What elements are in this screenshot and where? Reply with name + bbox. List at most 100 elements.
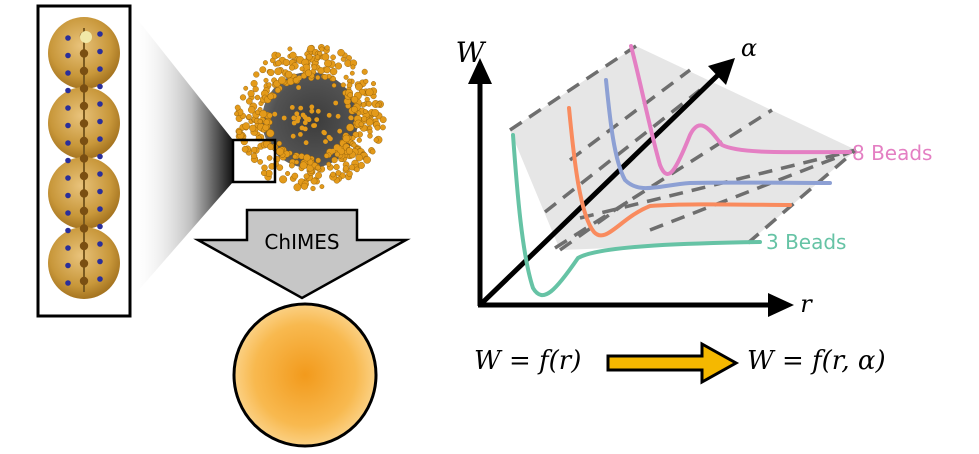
ligand-atom: [374, 124, 381, 131]
ligand-atom: [274, 87, 281, 94]
ligand-atom: [242, 122, 250, 130]
ligand-atom: [323, 139, 328, 145]
hydrogen-atom: [65, 70, 71, 76]
ligand-atom: [358, 121, 364, 127]
x-axis-label: r: [800, 290, 813, 318]
ligand-atom: [330, 148, 336, 154]
ligand-atom: [354, 166, 360, 173]
ligand-atom: [348, 115, 354, 121]
hydrogen-atom: [97, 153, 103, 160]
ligand-atom: [267, 143, 274, 151]
ligand-atom: [306, 116, 311, 122]
ligand-atom: [276, 164, 284, 171]
carbon-atom: [79, 206, 89, 216]
ligand-atom: [309, 108, 315, 114]
equation-right: W = f(r, α): [747, 346, 886, 376]
ligand-atom: [282, 59, 290, 67]
ligand-atom: [346, 82, 353, 89]
ligand-atom: [253, 71, 260, 78]
ligand-atom: [278, 76, 287, 85]
ligand-atom: [305, 53, 313, 61]
ligand-atom: [257, 107, 263, 112]
alpha-axis: [478, 73, 720, 307]
ligand-atom: [295, 118, 300, 124]
plot-axes: W r α: [456, 34, 814, 318]
potential-surface-plot: W r α 8 Beads 3 Beads: [456, 34, 933, 318]
hydrogen-atom: [65, 52, 71, 59]
ligand-atom: [236, 129, 243, 135]
ligand-atom: [365, 88, 374, 97]
ligand-shell-atoms: [234, 44, 387, 192]
ligand-atom: [333, 163, 340, 171]
ligand-atom: [326, 161, 332, 167]
ligand-atom: [285, 70, 293, 79]
ligand-atom: [291, 172, 299, 180]
ligand-atom: [247, 89, 255, 97]
ligand-atom: [292, 154, 298, 160]
ligand-atom: [234, 104, 241, 111]
carbon-atom: [79, 189, 89, 198]
hydrogen-atom: [97, 136, 103, 142]
ligand-atom: [289, 105, 295, 110]
ligand-atom: [367, 129, 373, 135]
ligand-atom: [274, 67, 283, 76]
hydrogen-atom: [97, 101, 103, 107]
ligand-atom: [294, 111, 300, 117]
hydrogen-atom: [97, 188, 103, 195]
ligand-atom: [266, 82, 272, 88]
ligand-atom: [266, 155, 273, 161]
ligand-atom: [259, 110, 268, 118]
hydrogen-atom: [65, 262, 71, 269]
ligand-atom: [266, 129, 275, 138]
ligand-atom: [241, 145, 249, 153]
ligand-atom: [309, 104, 315, 110]
ligand-atom: [289, 64, 296, 71]
ligand-atom: [322, 73, 329, 80]
ligand-atom: [263, 77, 269, 83]
carbon-atom: [79, 154, 89, 163]
chimes-label: ChIMES: [264, 230, 339, 254]
ligand-atom: [261, 164, 268, 172]
ligand-atom: [335, 170, 342, 176]
ligand-atom: [304, 69, 312, 77]
ligand-atom: [259, 66, 267, 74]
ligand-atom: [340, 82, 346, 88]
ligand-atom: [289, 51, 297, 59]
ligand-atom: [379, 124, 386, 131]
ligand-atom: [330, 171, 336, 178]
ligand-atom: [322, 130, 327, 136]
ligand-atom: [315, 108, 321, 114]
hydrogen-atom: [97, 48, 103, 55]
ligand-atom: [355, 153, 363, 162]
ligand-atom: [302, 126, 308, 132]
ligand-atom: [247, 106, 256, 114]
ligand-atom: [319, 184, 325, 190]
x-axis-arrowhead: [768, 293, 794, 317]
hydrogen-atom: [97, 258, 103, 265]
ligand-atom: [272, 111, 278, 117]
ligand-atom: [371, 109, 380, 117]
ligand-atom: [342, 165, 349, 172]
ligand-atom: [293, 183, 302, 192]
hydrogen-atom: [65, 35, 71, 41]
label-8-beads: 8 Beads: [852, 141, 932, 165]
hydrogen-atom: [97, 241, 103, 247]
ligand-atom: [261, 169, 268, 176]
ligand-atom: [275, 60, 282, 67]
alpha-axis-arrowhead: [708, 58, 735, 85]
carbon-atom: [79, 84, 89, 93]
carbon-atom: [79, 276, 89, 286]
ligand-atom: [348, 164, 355, 171]
ligand-atom: [371, 81, 377, 87]
carbon-atom: [79, 224, 89, 233]
ligand-atom: [315, 157, 322, 164]
hydrogen-atom: [97, 276, 103, 282]
label-3-beads: 3 Beads: [766, 230, 846, 254]
hydrogen-atom: [97, 83, 103, 90]
ligand-atom: [291, 115, 297, 121]
y-axis-arrowhead: [468, 58, 492, 84]
ligand-atom: [311, 64, 318, 71]
carbon-atom: [79, 49, 89, 58]
ligand-atom: [335, 62, 343, 70]
